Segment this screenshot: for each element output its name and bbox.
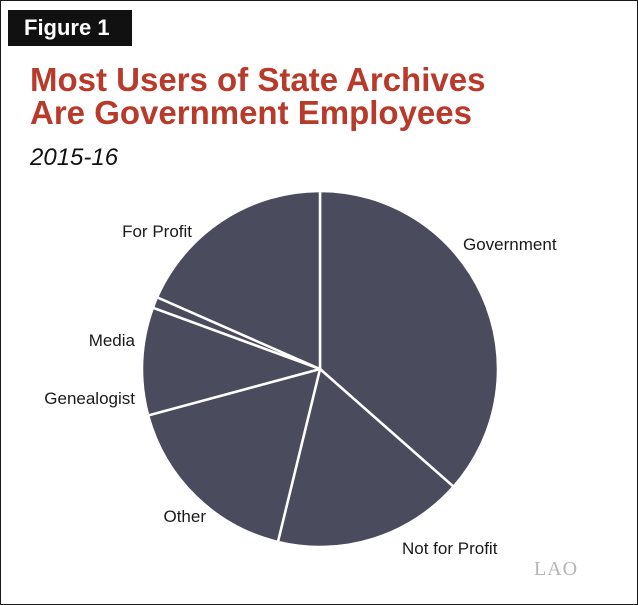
figure-label: Figure 1: [8, 10, 132, 46]
slice-label-not-for-profit: Not for Profit: [402, 539, 498, 558]
lao-logo: LAO: [534, 558, 579, 580]
pie-slice-government: [318, 189, 500, 488]
slice-label-media: Media: [89, 331, 136, 350]
pie-slice-genealogist: [140, 306, 322, 417]
slice-label-for-profit: For Profit: [122, 222, 192, 241]
chart-title-line-1: Most Users of State Archives: [30, 61, 486, 98]
pie-slices: [140, 189, 500, 549]
slice-label-government: Government: [463, 235, 557, 254]
slice-label-other: Other: [163, 507, 206, 526]
chart-title: Most Users of State Archives Are Governm…: [30, 63, 590, 129]
pie-labels: Government Not for Profit Other Genealogist…: [44, 222, 557, 558]
pie-slice-not-for-profit: [276, 367, 455, 549]
pie-slice-other: [146, 367, 322, 544]
chart-title-line-2: Are Government Employees: [30, 94, 472, 131]
pie-slice-for-profit: [155, 189, 322, 371]
slice-label-genealogist: Genealogist: [44, 389, 135, 408]
chart-subtitle: 2015-16: [30, 144, 119, 171]
